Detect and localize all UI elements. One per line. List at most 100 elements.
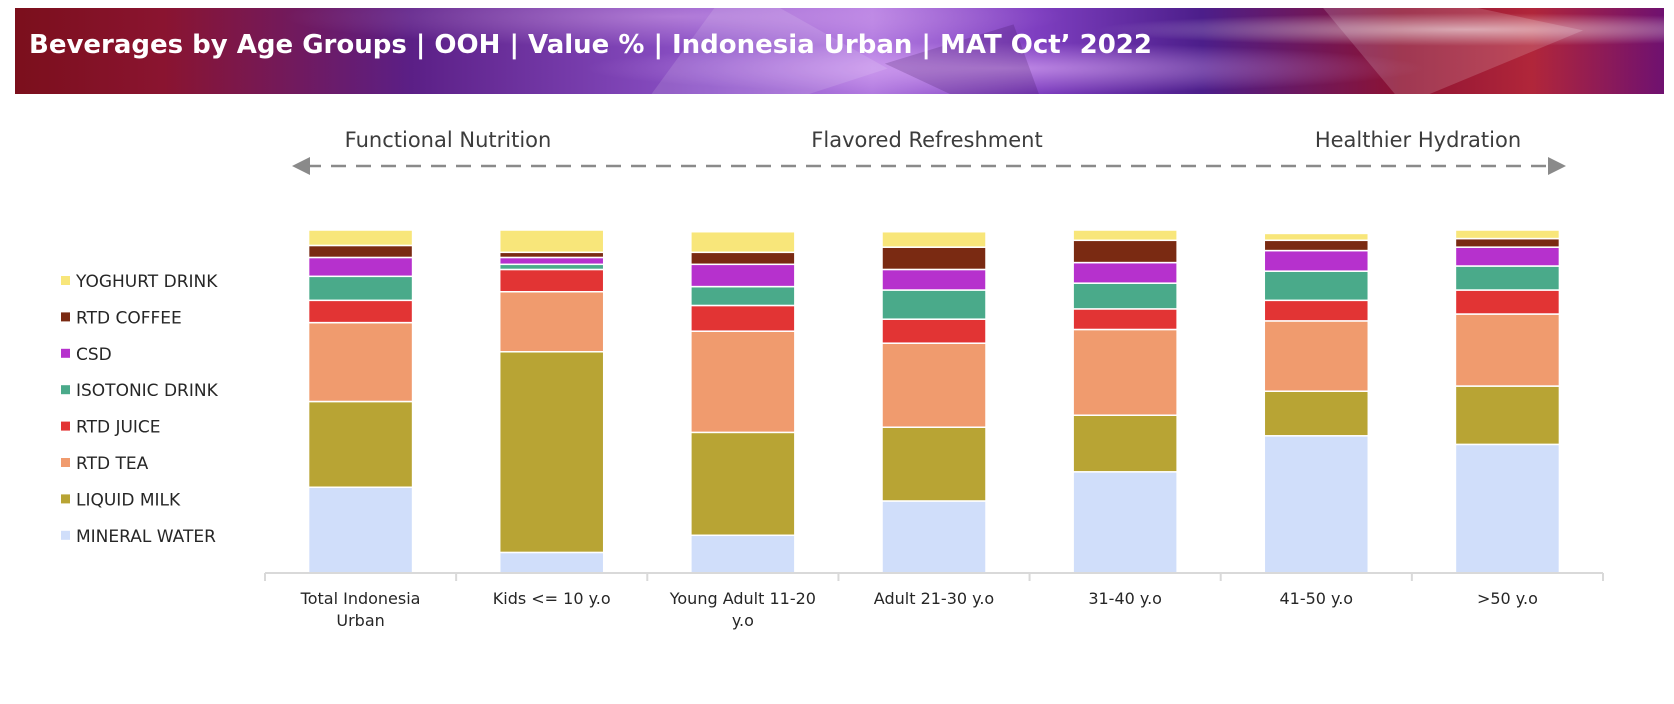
bar-segment-rtd-coffee: RTD COFFEE: 6.5 — [881, 246, 987, 271]
bar-segment-rtd-juice: RTD JUICE: 6 — [1263, 299, 1370, 322]
legend-label: MINERAL WATER — [76, 527, 216, 547]
bar-stacks: MINERAL WATER: 25LIQUID MILK: 25RTD TEA:… — [307, 229, 1561, 574]
bar-segment-rtd-coffee: RTD COFFEE: 3 — [1263, 239, 1370, 252]
bar-segment-rtd-coffee: RTD COFFEE: 3.5 — [307, 244, 414, 259]
bar-segment-isotonic-drink: ISOTONIC DRINK: 7 — [1454, 265, 1561, 291]
bar-segment-csd: CSD: 6.5 — [690, 263, 796, 288]
legend-label: RTD JUICE — [76, 418, 161, 438]
legend-swatch — [61, 276, 70, 285]
legend-swatch — [61, 530, 70, 540]
bar-segment-mineral-water: MINERAL WATER: 40 — [1263, 435, 1370, 574]
bar-stack-50-y-o: MINERAL WATER: 37.5LIQUID MILK: 17RTD TE… — [1454, 229, 1561, 574]
bar-segment-rtd-tea: RTD TEA: 24.5 — [881, 342, 987, 428]
spectrum-annotation: Functional Nutrition Flavored Refreshmen… — [292, 128, 1566, 175]
bar-segment-mineral-water: MINERAL WATER: 29.5 — [1072, 471, 1178, 574]
bar-segment-liquid-milk: LIQUID MILK: 30 — [690, 431, 796, 537]
legend-label: ISOTONIC DRINK — [76, 381, 219, 401]
bar-segment-yoghurt-drink: YOGHURT DRINK: 2.5 — [1454, 229, 1561, 240]
bar-segment-mineral-water: MINERAL WATER: 11 — [690, 534, 796, 574]
bar-segment-liquid-milk: LIQUID MILK: 25 — [307, 400, 414, 488]
bar-segment-mineral-water: MINERAL WATER: 6 — [498, 551, 605, 574]
x-tick-label: Kids <= 10 y.o — [493, 589, 611, 608]
arrow-left-icon — [292, 157, 310, 175]
bar-segment-liquid-milk: LIQUID MILK: 17 — [1454, 385, 1561, 446]
legend: YOGHURT DRINK RTD COFFEE CSD ISOTONIC DRINK… — [61, 272, 219, 547]
x-tick-label: 31-40 y.o — [1088, 589, 1162, 608]
x-tick-label: >50 y.o — [1477, 589, 1538, 608]
bar-segment-csd: CSD: 6 — [881, 268, 987, 291]
bar-segment-rtd-juice: RTD JUICE: 6 — [1072, 308, 1178, 331]
legend-item-rtd-coffee: RTD COFFEE — [61, 308, 182, 328]
legend-label: YOGHURT DRINK — [75, 272, 218, 292]
annotation-functional-nutrition: Functional Nutrition — [345, 128, 552, 152]
bar-segment-yoghurt-drink: YOGHURT DRINK: 6 — [690, 230, 796, 254]
bar-segment-yoghurt-drink: YOGHURT DRINK: 6.5 — [498, 229, 605, 254]
legend-swatch — [61, 312, 70, 322]
bar-segment-csd: CSD: 2 — [498, 256, 605, 266]
legend-swatch — [61, 494, 70, 504]
bar-segment-liquid-milk: LIQUID MILK: 58.5 — [498, 351, 605, 554]
bar-stack-41-50-y-o: MINERAL WATER: 40LIQUID MILK: 13RTD TEA:… — [1263, 232, 1370, 574]
legend-swatch — [61, 421, 70, 431]
bar-segment-rtd-coffee: RTD COFFEE: 3.5 — [690, 251, 796, 266]
bar-segment-yoghurt-drink: YOGHURT DRINK: 2 — [1263, 232, 1370, 242]
bar-segment-yoghurt-drink: YOGHURT DRINK: 3 — [1072, 229, 1178, 242]
x-axis: Total Indonesia Urban Kids <= 10 y.o Young … — [264, 572, 1604, 630]
legend-item-yoghurt-drink: YOGHURT DRINK — [61, 272, 218, 292]
bar-segment-csd: CSD: 6 — [1072, 261, 1178, 284]
bar-segment-isotonic-drink: ISOTONIC DRINK: 8.5 — [1263, 270, 1370, 302]
bar-segment-rtd-tea: RTD TEA: 23 — [307, 321, 414, 403]
bar-segment-csd: CSD: 5.5 — [1454, 246, 1561, 267]
bar-segment-mineral-water: MINERAL WATER: 25 — [307, 486, 414, 574]
bar-segment-isotonic-drink: ISOTONIC DRINK: 5.5 — [690, 285, 796, 307]
bar-segment-rtd-tea: RTD TEA: 21 — [1454, 313, 1561, 387]
bar-segment-isotonic-drink: ISOTONIC DRINK: 8.5 — [881, 289, 987, 320]
bar-stack-adult-21-30-y-o: MINERAL WATER: 21LIQUID MILK: 21.5RTD TE… — [881, 230, 987, 574]
bar-stack-31-40-y-o: MINERAL WATER: 29.5LIQUID MILK: 16.5RTD … — [1072, 229, 1178, 574]
bar-segment-rtd-tea: RTD TEA: 20.5 — [1263, 320, 1370, 392]
title-banner: Beverages by Age Groups | OOH | Value % … — [15, 8, 1664, 94]
page-title: Beverages by Age Groups | OOH | Value % … — [29, 30, 1152, 60]
annotation-flavored-refreshment: Flavored Refreshment — [811, 128, 1042, 152]
legend-item-liquid-milk: LIQUID MILK — [61, 490, 181, 510]
bar-stack-young-adult-11-20-y-o: MINERAL WATER: 11LIQUID MILK: 30RTD TEA:… — [690, 230, 796, 574]
bar-segment-rtd-coffee: RTD COFFEE: 2.5 — [1454, 237, 1561, 248]
legend-item-rtd-juice: RTD JUICE — [61, 418, 161, 438]
x-tick-label: Total Indonesia Urban — [300, 589, 421, 630]
bar-segment-isotonic-drink: ISOTONIC DRINK: 7.5 — [1072, 282, 1178, 310]
bar-segment-isotonic-drink: ISOTONIC DRINK: 1.5 — [498, 263, 605, 271]
bar-segment-rtd-juice: RTD JUICE: 7.5 — [690, 304, 796, 332]
x-tick-label: 41-50 y.o — [1279, 589, 1353, 608]
legend-item-isotonic-drink: ISOTONIC DRINK — [61, 381, 219, 401]
bar-stack-total-indonesia-urban: MINERAL WATER: 25LIQUID MILK: 25RTD TEA:… — [307, 229, 414, 574]
legend-swatch — [61, 348, 70, 358]
x-tick-label: Adult 21-30 y.o — [874, 589, 994, 608]
bar-segment-rtd-coffee: RTD COFFEE: 1.5 — [498, 251, 605, 259]
bar-segment-rtd-juice: RTD JUICE: 7 — [1454, 289, 1561, 315]
bar-segment-rtd-juice: RTD JUICE: 7 — [881, 318, 987, 344]
bar-segment-isotonic-drink: ISOTONIC DRINK: 7 — [307, 275, 414, 302]
arrow-right-icon — [1548, 157, 1566, 175]
legend-item-mineral-water: MINERAL WATER — [61, 527, 216, 547]
bar-segment-rtd-juice: RTD JUICE: 6.5 — [498, 268, 605, 293]
bar-stack-kids-10-y-o: MINERAL WATER: 6LIQUID MILK: 58.5RTD TEA… — [498, 229, 605, 574]
bar-segment-rtd-tea: RTD TEA: 17.5 — [498, 290, 605, 353]
legend-label: LIQUID MILK — [76, 490, 181, 510]
bar-segment-rtd-juice: RTD JUICE: 6.5 — [307, 299, 414, 324]
bar-segment-yoghurt-drink: YOGHURT DRINK: 4.5 — [881, 230, 987, 248]
x-tick-label: Young Adult 11-20 y.o — [669, 589, 816, 630]
legend-label: RTD TEA — [76, 454, 149, 474]
legend-label: RTD COFFEE — [76, 308, 182, 328]
bar-segment-rtd-tea: RTD TEA: 29.5 — [690, 330, 796, 434]
bar-segment-mineral-water: MINERAL WATER: 37.5 — [1454, 443, 1561, 574]
bar-segment-liquid-milk: LIQUID MILK: 13 — [1263, 390, 1370, 437]
bar-segment-liquid-milk: LIQUID MILK: 21.5 — [881, 426, 987, 502]
bar-segment-liquid-milk: LIQUID MILK: 16.5 — [1072, 414, 1178, 473]
legend-swatch — [61, 385, 70, 395]
bar-segment-rtd-coffee: RTD COFFEE: 6.5 — [1072, 239, 1178, 264]
bar-segment-yoghurt-drink: YOGHURT DRINK: 4.5 — [307, 229, 414, 247]
legend-label: CSD — [76, 345, 112, 365]
bar-segment-csd: CSD: 6 — [1263, 249, 1370, 272]
bar-segment-rtd-tea: RTD TEA: 25 — [1072, 328, 1178, 416]
